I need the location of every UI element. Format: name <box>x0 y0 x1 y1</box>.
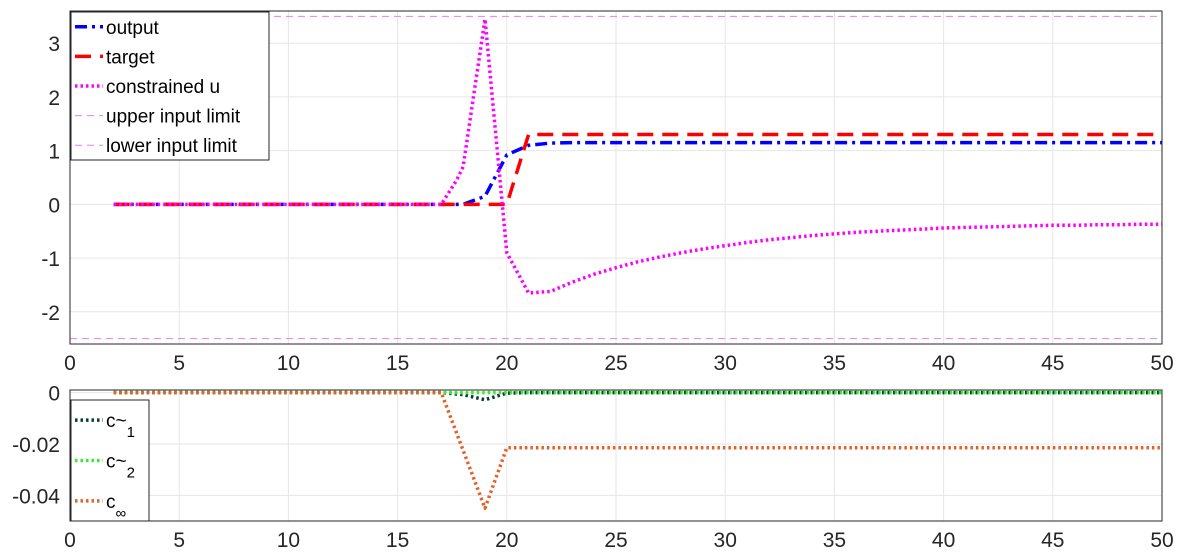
top-series-line-3 <box>113 17 1162 295</box>
bottom-x-tick-labels: 0 5 10 15 20 25 30 35 40 45 50 <box>64 529 1174 552</box>
top-x-tick-label: 5 <box>173 352 185 375</box>
top-legend-label: lower input limit <box>106 136 238 157</box>
top-x-tick-label: 25 <box>604 352 627 375</box>
bottom-legend-label: c∞ <box>106 492 127 522</box>
bottom-y-tick-label: 0 <box>48 383 60 406</box>
bottom-y-tick-label: -0.02 <box>12 434 60 457</box>
bottom-x-tick-label: 25 <box>604 529 627 552</box>
top-x-tick-label: 30 <box>714 352 737 375</box>
bottom-series-group <box>113 390 1162 510</box>
top-x-tick-label: 50 <box>1150 352 1173 375</box>
bottom-legend: c~1 c~2 c∞ <box>70 399 150 522</box>
bottom-legend-label: c~2 <box>106 452 135 482</box>
top-x-tick-label: 35 <box>823 352 846 375</box>
top-x-tick-label: 40 <box>932 352 955 375</box>
top-legend-box <box>70 11 270 161</box>
bottom-x-tick-label: 10 <box>277 529 300 552</box>
bottom-x-tick-label: 40 <box>932 529 955 552</box>
top-x-tick-label: 15 <box>386 352 409 375</box>
top-x-tick-label: 45 <box>1041 352 1064 375</box>
bottom-x-tick-label: 30 <box>714 529 737 552</box>
top-y-tick-label: 1 <box>48 141 60 164</box>
top-x-tick-label: 10 <box>277 352 300 375</box>
top-legend: output target constrained u upper input lim… <box>70 11 270 161</box>
top-y-tick-label: 2 <box>48 87 60 110</box>
top-chart: 0 5 10 15 20 25 30 35 40 45 50 -2 -1 0 1 2 3 output targ… <box>41 10 1174 375</box>
bottom-x-tick-label: 45 <box>1041 529 1064 552</box>
top-y-tick-labels: -2 -1 0 1 2 3 <box>41 33 60 325</box>
top-x-tick-label: 20 <box>495 352 518 375</box>
bottom-x-tick-label: 50 <box>1150 529 1173 552</box>
bottom-x-tick-label: 20 <box>495 529 518 552</box>
bottom-x-tick-label: 15 <box>386 529 409 552</box>
bottom-y-tick-label: -0.04 <box>12 485 60 508</box>
bottom-y-tick-labels: -0.04 -0.02 0 <box>12 383 60 509</box>
top-y-tick-label: 0 <box>48 194 60 217</box>
top-x-tick-labels: 0 5 10 15 20 25 30 35 40 45 50 <box>64 352 1174 375</box>
bottom-chart: 0 5 10 15 20 25 30 35 40 45 50 -0.04-0.020 c~1c~2c… <box>12 383 1174 552</box>
top-series-line-2 <box>113 132 1162 207</box>
top-y-tick-label: -2 <box>41 302 60 325</box>
bottom-x-tick-label: 0 <box>64 529 76 552</box>
bottom-x-tick-label: 35 <box>823 529 846 552</box>
top-legend-label: target <box>106 47 155 68</box>
bottom-legend-box <box>70 399 150 522</box>
bottom-legend-label: c~1 <box>106 411 135 441</box>
top-legend-label: upper input limit <box>106 107 241 128</box>
top-x-tick-label: 0 <box>64 352 76 375</box>
top-legend-label: constrained u <box>106 77 220 98</box>
top-legend-label: output <box>106 18 160 39</box>
bottom-x-tick-label: 5 <box>173 529 185 552</box>
top-y-tick-label: 3 <box>48 33 60 56</box>
bottom-axes-box <box>69 389 1163 522</box>
top-axes-box <box>69 10 1163 345</box>
top-y-tick-label: -1 <box>41 248 60 271</box>
